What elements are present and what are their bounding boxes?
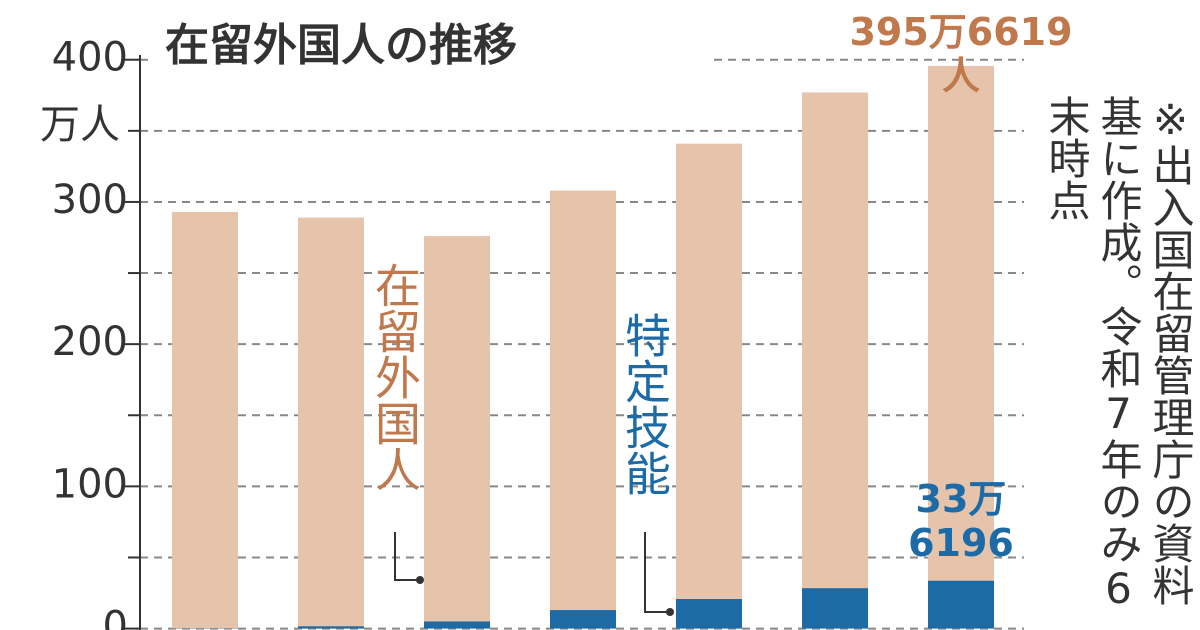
- bar: [676, 143, 742, 629]
- bar: [298, 626, 364, 629]
- title-bg: [150, 12, 710, 82]
- y-tick-label: 0: [103, 604, 128, 630]
- y-tick-label: 300: [52, 177, 128, 223]
- note: ※出入国在留管理庁の資料基に作成。令和7年のみ6末時点: [1042, 95, 1195, 613]
- series-label: 特定技能: [618, 312, 672, 496]
- leader-line: [394, 532, 418, 581]
- bar: [550, 610, 616, 629]
- y-axis-label: 万人: [40, 102, 120, 148]
- y-tick-label: 100: [52, 461, 128, 507]
- bar: [424, 236, 490, 629]
- bar: [928, 580, 994, 629]
- bar: [550, 190, 616, 629]
- leader-dot: [666, 608, 674, 616]
- bar: [676, 598, 742, 629]
- bar: [802, 588, 868, 629]
- y-tick-label: 200: [52, 319, 128, 365]
- leader-line: [644, 532, 668, 613]
- bar: [424, 621, 490, 629]
- chart-title: 在留外国人の推移: [165, 20, 517, 71]
- series-label: 在留外国人: [368, 262, 422, 492]
- bar: [172, 211, 238, 629]
- bar: [298, 217, 364, 629]
- bar: [928, 65, 994, 629]
- bar: [802, 92, 868, 629]
- y-tick-label: 400: [52, 35, 128, 81]
- leader-dot: [416, 576, 424, 584]
- value-label: 395万6619人: [849, 9, 1073, 98]
- value-label: 33万 6196: [908, 476, 1014, 565]
